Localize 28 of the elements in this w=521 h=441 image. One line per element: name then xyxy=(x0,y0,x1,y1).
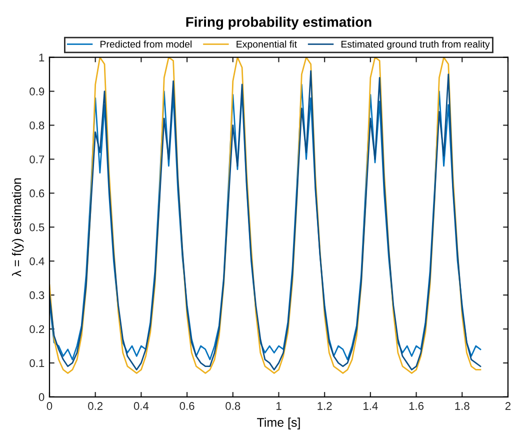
x-tick-label: 1.4 xyxy=(364,402,378,410)
y-tick-label: 0.6 xyxy=(30,189,44,198)
y-tick-label: 0.1 xyxy=(30,359,44,368)
x-tick-label: 0.6 xyxy=(180,402,194,410)
x-tick-label: 1.2 xyxy=(318,402,332,410)
y-tick-label: 0 xyxy=(38,393,44,402)
y-tick-label: 0.7 xyxy=(30,155,44,164)
chart-title: Firing probability estimation xyxy=(186,16,372,30)
y-tick-label: 0.9 xyxy=(30,88,44,96)
y-tick-label: 1 xyxy=(39,54,44,62)
x-tick-label: 1.8 xyxy=(455,402,470,410)
x-axis-title: Time [s] xyxy=(257,418,300,430)
y-axis-title: λ = f(y) estimation xyxy=(12,178,24,277)
x-tick-label: 1.6 xyxy=(409,402,424,410)
y-tick-label: 0.3 xyxy=(30,291,44,300)
x-tick-label: 0.2 xyxy=(88,402,103,410)
legend-label: Estimated ground truth from reality xyxy=(341,40,490,50)
y-tick-label: 0.2 xyxy=(30,325,44,334)
y-tick-label: 0.8 xyxy=(30,122,44,130)
x-tick-label: 0.8 xyxy=(226,402,240,410)
y-tick-label: 0.5 xyxy=(30,223,44,232)
x-tick-label: 2 xyxy=(505,402,511,410)
legend-label: Predicted from model xyxy=(100,40,192,48)
x-tick-label: 0.4 xyxy=(134,402,149,410)
legend-label: Exponential fit xyxy=(236,40,297,50)
x-tick-label: 1 xyxy=(276,402,282,410)
x-tick-label: 0 xyxy=(46,402,52,410)
y-tick-label: 0.4 xyxy=(30,257,44,266)
